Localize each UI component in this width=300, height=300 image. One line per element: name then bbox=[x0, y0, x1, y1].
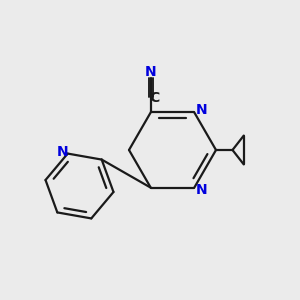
Text: N: N bbox=[57, 145, 68, 159]
Text: C: C bbox=[149, 91, 160, 105]
Text: N: N bbox=[196, 183, 207, 197]
Text: N: N bbox=[196, 103, 207, 117]
Text: N: N bbox=[145, 65, 157, 80]
